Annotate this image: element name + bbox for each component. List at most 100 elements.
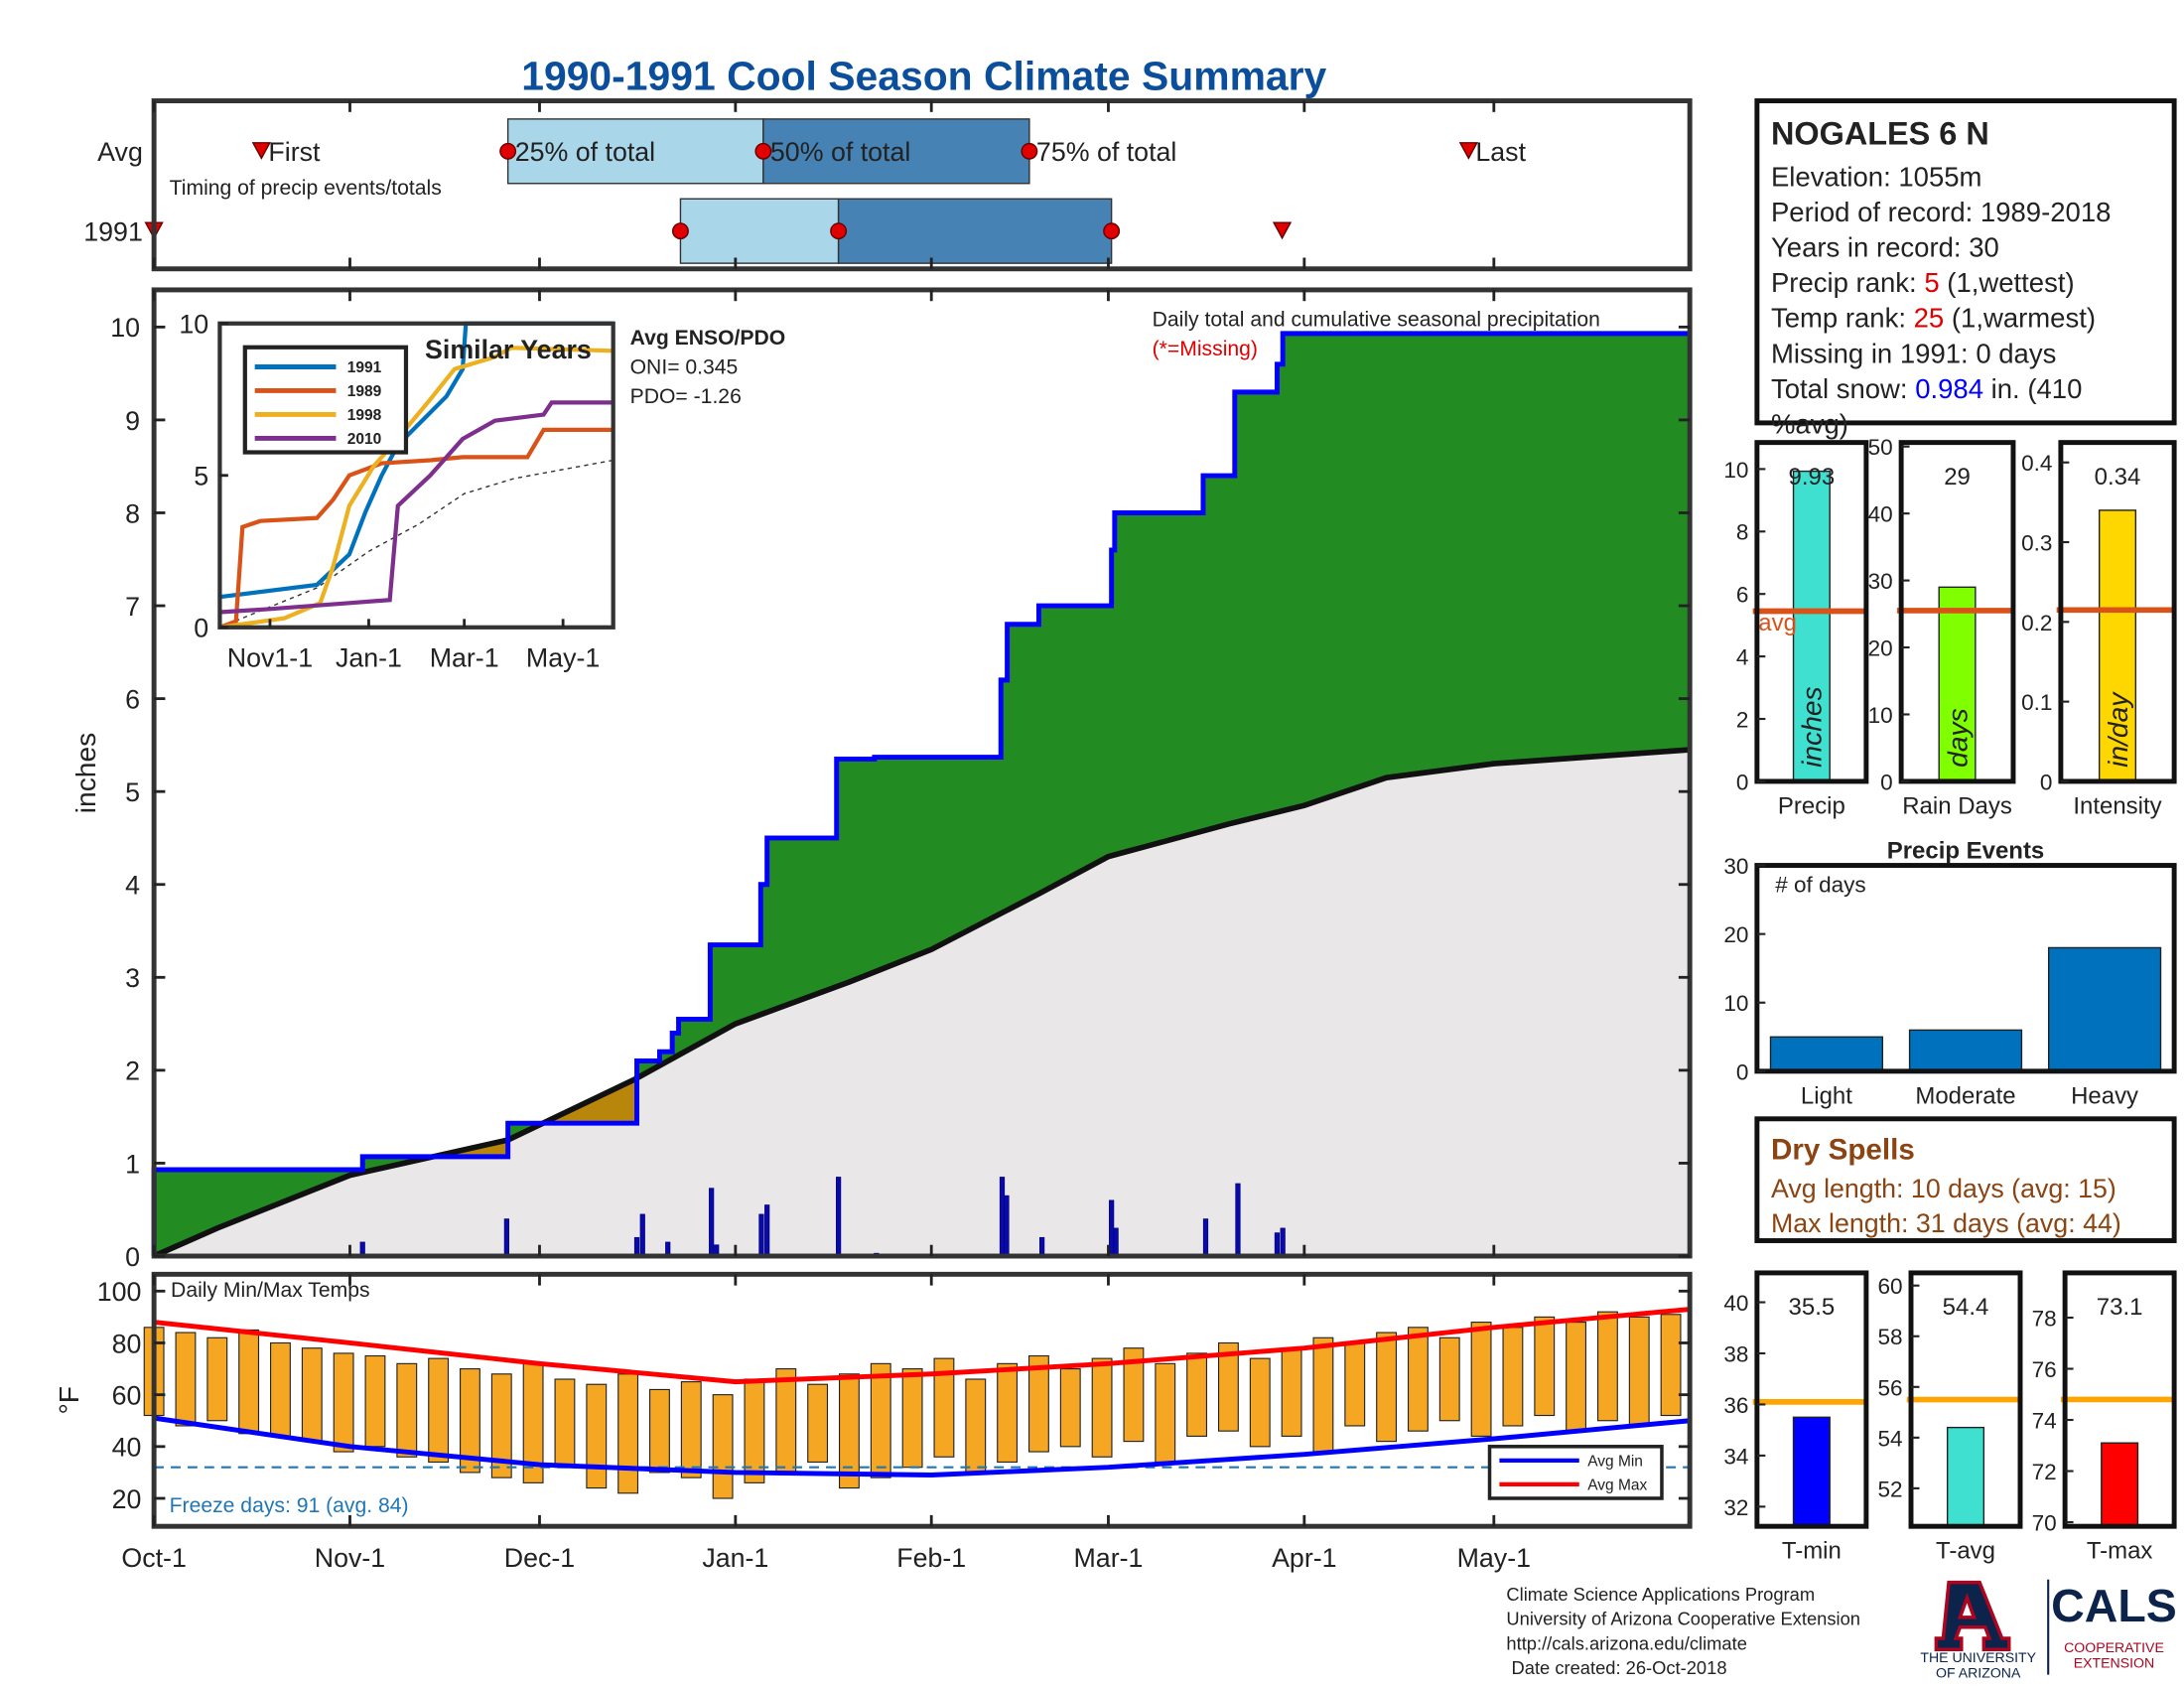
bar bbox=[1908, 1029, 2023, 1072]
bar-chart: Rain Days 29 days 0 10 20 30 40 50 bbox=[1868, 435, 2016, 819]
temp-bar bbox=[1027, 1354, 1049, 1453]
daily-bar bbox=[836, 1177, 842, 1257]
y-tick-label: 9 bbox=[125, 406, 140, 436]
y-tick-label: 6 bbox=[1736, 583, 1749, 608]
average-line bbox=[219, 459, 614, 629]
temp-bar bbox=[428, 1357, 450, 1464]
station-name: NOGALES 6 N bbox=[1771, 115, 1989, 151]
temp-bar bbox=[554, 1378, 576, 1469]
x-tick-label: Feb-1 bbox=[896, 1543, 966, 1573]
value-label: 54.4 bbox=[1943, 1294, 1989, 1321]
temp-bar bbox=[933, 1357, 955, 1458]
temp-bar bbox=[175, 1332, 197, 1427]
temp-bar bbox=[1470, 1322, 1492, 1437]
bar-frame bbox=[1754, 440, 1869, 784]
y-tick-label: 0 bbox=[1880, 770, 1893, 794]
legend-label: 1989 bbox=[347, 383, 382, 400]
y-tick-label: 40 bbox=[112, 1433, 142, 1463]
footer-line: University of Arizona Cooperative Extens… bbox=[1506, 1609, 1860, 1629]
station-line: Elevation: 1055m bbox=[1771, 162, 1982, 193]
legend-label: 1998 bbox=[347, 407, 382, 424]
event-label: Last bbox=[1475, 137, 1526, 167]
temp-bar bbox=[396, 1362, 418, 1458]
y-tick-label: 0 bbox=[1736, 770, 1749, 794]
y-tick-label: 32 bbox=[1723, 1495, 1748, 1520]
y-tick-label: 38 bbox=[1723, 1341, 1748, 1366]
y-tick-label: 58 bbox=[1877, 1325, 1902, 1349]
category-label: T-max bbox=[2087, 1538, 2153, 1565]
category-label: Light bbox=[1801, 1082, 1852, 1109]
lower-box bbox=[679, 198, 840, 264]
annotation: Daily total and cumulative seasonal prec… bbox=[1153, 309, 1600, 332]
y-tick-label: 8 bbox=[125, 498, 140, 528]
note: Timing of precip events/totals bbox=[170, 177, 442, 200]
daily-bar bbox=[758, 1213, 764, 1257]
station-text: 0.984 bbox=[1915, 373, 1983, 404]
y-tick-label: 60 bbox=[112, 1381, 142, 1411]
y-tick-label: 40 bbox=[1868, 502, 1893, 527]
station-line: Temp rank: 25 (1,warmest) bbox=[1771, 303, 2096, 334]
bar-chart: T-max 73.1 70 72 74 76 78 bbox=[2032, 1270, 2177, 1565]
y-tick-label: 54 bbox=[1877, 1426, 1902, 1451]
category-label: Intensity bbox=[2073, 792, 2161, 819]
station-text: (1,warmest) bbox=[1944, 303, 2096, 334]
legend-label: Avg Min bbox=[1587, 1454, 1643, 1471]
y-tick-label: 0 bbox=[194, 614, 208, 643]
x-tick-label: Jan-1 bbox=[336, 642, 402, 672]
bar-chart: T-avg 54.4 52 54 56 58 60 bbox=[1877, 1270, 2023, 1565]
station-text: 5 bbox=[1924, 267, 1939, 298]
extension-text: EXTENSION bbox=[2074, 1655, 2154, 1671]
unit-label: inches bbox=[1796, 686, 1828, 767]
bar-chart: T-min 35.5 32 34 36 38 40 bbox=[1723, 1270, 1869, 1565]
series-line bbox=[218, 427, 614, 630]
value-label: 73.1 bbox=[2097, 1294, 2143, 1321]
timing-frame bbox=[151, 98, 1693, 272]
daily-bar bbox=[1280, 1227, 1286, 1257]
y-tick-label: 10 bbox=[179, 310, 208, 340]
temp-bar bbox=[712, 1394, 734, 1499]
upper-box bbox=[762, 118, 1030, 185]
station-text: Precip rank: bbox=[1771, 267, 1924, 298]
x-tick-label: Nov-1 bbox=[315, 1543, 385, 1573]
temp-bar bbox=[1376, 1332, 1398, 1443]
daily-bar bbox=[503, 1218, 509, 1257]
y-tick-label: 3 bbox=[125, 963, 140, 993]
temp-bar bbox=[807, 1383, 829, 1464]
temp-bar bbox=[1438, 1336, 1460, 1422]
temp-bar bbox=[238, 1329, 260, 1435]
timing-panel: Timing of precip events/totals Avg 25% of … bbox=[83, 98, 1693, 272]
y-tick-label: 100 bbox=[97, 1277, 142, 1307]
temp-bar bbox=[1534, 1316, 1556, 1417]
daily-bar bbox=[1202, 1218, 1209, 1257]
station-line: %avg) bbox=[1771, 408, 1848, 439]
temp-bar bbox=[839, 1373, 860, 1489]
y-tick-label: 10 bbox=[1723, 991, 1748, 1016]
daily-bar bbox=[999, 1177, 1006, 1257]
y-tick-label: 10 bbox=[1868, 703, 1893, 728]
temp-bar bbox=[490, 1373, 512, 1478]
unit-label: in/day bbox=[2102, 691, 2133, 768]
station-text: Total snow: bbox=[1771, 373, 1915, 404]
y-tick-label: 0.4 bbox=[2021, 451, 2052, 476]
panel-title: Daily Min/Max Temps bbox=[171, 1279, 370, 1302]
daily-bar bbox=[709, 1188, 715, 1257]
percent-label: 50% of total bbox=[770, 137, 910, 167]
x-tick-label: Mar-1 bbox=[1073, 1543, 1143, 1573]
value-label: 0.34 bbox=[2095, 464, 2141, 491]
temp-panel: 20 40 60 80 100 Oct-1 Nov-1 Dec-1 Jan-1 Feb-1 Mar-… bbox=[53, 1271, 1693, 1573]
station-line: Years in record: 30 bbox=[1771, 232, 1999, 263]
y-tick-label: 30 bbox=[1868, 569, 1893, 594]
temp-bar bbox=[1660, 1314, 1682, 1417]
y-tick-label: 20 bbox=[112, 1484, 142, 1514]
station-box bbox=[1754, 98, 2177, 426]
percent-marker bbox=[754, 142, 772, 160]
x-tick-label: May-1 bbox=[526, 642, 600, 672]
x-tick-label: Oct-1 bbox=[121, 1543, 186, 1573]
average-line bbox=[152, 747, 1691, 1259]
university-text: THE UNIVERSITY bbox=[1920, 1649, 2036, 1665]
x-tick-label: May-1 bbox=[1457, 1543, 1531, 1573]
station-text: Temp rank: bbox=[1771, 303, 1914, 334]
footer-line: Date created: 26-Oct-2018 bbox=[1506, 1657, 1726, 1678]
daily-bar bbox=[1113, 1227, 1119, 1257]
